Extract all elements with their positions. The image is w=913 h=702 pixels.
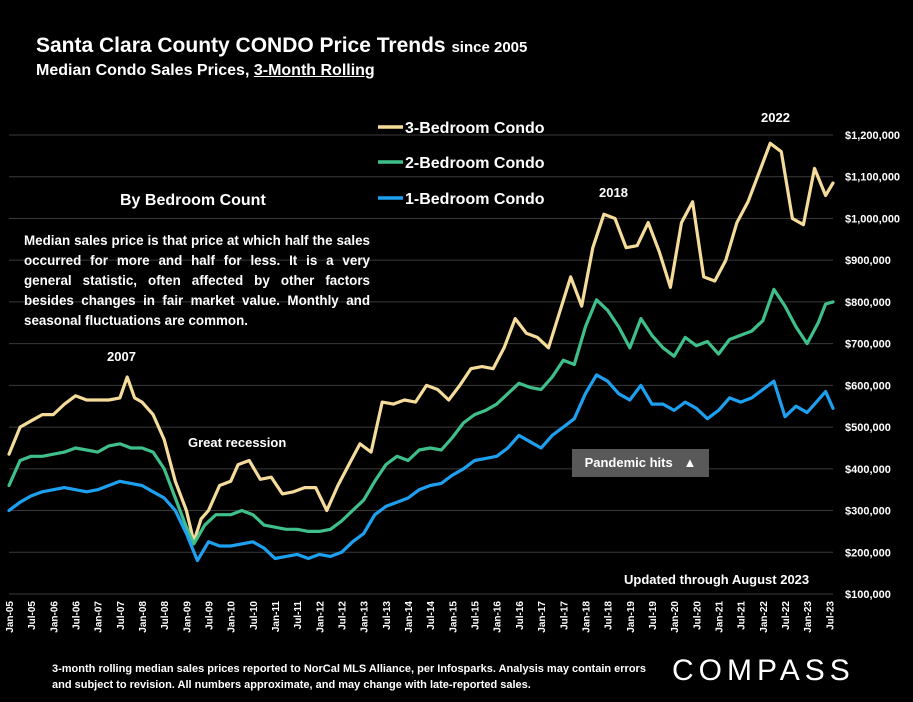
title-suffix: since 2005: [451, 39, 528, 56]
subtitle-underlined: 3-Month Rolling: [253, 62, 375, 79]
y-tick-label: $900,000: [845, 255, 891, 267]
y-tick-label: $200,000: [845, 547, 891, 559]
y-tick-label: $100,000: [845, 589, 891, 601]
x-tick-label: Jul-07: [116, 601, 127, 630]
x-tick-label: Jul-15: [471, 601, 482, 630]
pandemic-badge: Pandemic hits ▲: [572, 449, 709, 477]
x-tick-label: Jul-05: [27, 601, 38, 630]
x-tick-label: Jul-21: [737, 601, 748, 630]
x-tick-label: Jan-17: [537, 601, 548, 633]
y-tick-label: $1,200,000: [845, 130, 900, 142]
annotation-2007: 2007: [107, 349, 136, 364]
x-tick-label: Jul-06: [72, 601, 83, 630]
pandemic-label: Pandemic hits: [584, 455, 673, 470]
x-tick-label: Jul-23: [825, 601, 836, 630]
x-tick-label: Jul-12: [338, 601, 349, 630]
x-tick-label: Jul-20: [692, 601, 703, 630]
page-subtitle: Median Condo Sales Prices, 3-Month Rolli…: [36, 62, 375, 80]
x-tick-label: Jan-19: [626, 601, 637, 633]
x-tick-label: Jan-16: [493, 601, 504, 633]
x-tick-label: Jan-18: [581, 601, 592, 633]
y-tick-label: $800,000: [845, 297, 891, 309]
x-tick-label: Jul-13: [382, 601, 393, 630]
title-main: Santa Clara County CONDO Price Trends: [36, 34, 446, 57]
x-tick-label: Jan-23: [803, 601, 814, 633]
annotation-2022: 2022: [761, 110, 790, 125]
updated-note: Updated through August 2023: [624, 572, 810, 587]
y-tick-label: $1,100,000: [845, 172, 900, 184]
x-tick-label: Jan-13: [360, 601, 371, 633]
series-line-2bed: [7, 287, 835, 546]
series-line-3bed: [7, 141, 835, 544]
x-tick-label: Jan-08: [138, 601, 149, 633]
x-tick-label: Jan-07: [94, 601, 105, 633]
compass-logo: COMPASS: [672, 654, 855, 687]
x-tick-label: Jan-05: [5, 601, 16, 633]
description-body: Median sales price is that price at whic…: [24, 233, 370, 328]
x-tick-label: Jul-08: [160, 601, 171, 630]
y-tick-label: $700,000: [845, 339, 891, 351]
x-tick-label: Jan-09: [182, 601, 193, 633]
page-title: Santa Clara County CONDO Price Trends si…: [36, 34, 527, 58]
y-tick-label: $300,000: [845, 506, 891, 518]
x-tick-label: Jan-14: [404, 601, 415, 633]
x-tick-label: Jan-11: [271, 601, 282, 633]
x-tick-label: Jul-22: [781, 601, 792, 630]
x-tick-label: Jan-12: [315, 601, 326, 633]
chart-legend: 3-Bedroom Condo 2-Bedroom Condo 1-Bedroom …: [378, 120, 545, 208]
x-tick-label: Jan-06: [49, 601, 60, 633]
chart-series: [7, 141, 835, 563]
annotation-recession: Great recession: [188, 435, 287, 450]
x-tick-label: Jul-11: [293, 601, 304, 630]
legend-label: 2-Bedroom Condo: [405, 155, 545, 172]
y-tick-label: $400,000: [845, 464, 891, 476]
x-tick-label: Jul-14: [426, 601, 437, 630]
x-tick-label: Jan-10: [227, 601, 238, 633]
x-tick-label: Jul-10: [249, 601, 260, 630]
y-tick-label: $1,000,000: [845, 213, 900, 225]
pandemic-arrow-icon: ▲: [683, 455, 697, 470]
description-heading: By Bedroom Count: [120, 192, 266, 209]
x-tick-label: Jul-18: [604, 601, 615, 630]
series-line-1bed: [7, 373, 835, 563]
legend-label: 1-Bedroom Condo: [405, 191, 545, 208]
x-axis: Jan-05 Jul-05 Jan-06 Jul-06 Jan-07 Jul-07 Jan-…: [5, 601, 836, 633]
footnote: 3-month rolling median sales prices repo…: [52, 663, 646, 691]
x-tick-label: Jul-19: [648, 601, 659, 630]
x-tick-label: Jul-09: [205, 601, 216, 630]
x-tick-label: Jul-17: [559, 601, 570, 630]
x-tick-label: Jan-15: [448, 601, 459, 633]
x-tick-label: Jan-22: [759, 601, 770, 633]
y-tick-label: $500,000: [845, 422, 891, 434]
x-tick-label: Jul-16: [515, 601, 526, 630]
x-tick-label: Jan-20: [670, 601, 681, 633]
y-axis: $100,000 $200,000 $300,000 $400,000 $500,000…: [845, 130, 900, 601]
x-tick-label: Jan-21: [714, 601, 725, 633]
y-tick-label: $600,000: [845, 380, 891, 392]
subtitle-prefix: Median Condo Sales Prices,: [36, 62, 254, 79]
legend-label: 3-Bedroom Condo: [405, 120, 545, 137]
annotation-2018: 2018: [599, 185, 628, 200]
